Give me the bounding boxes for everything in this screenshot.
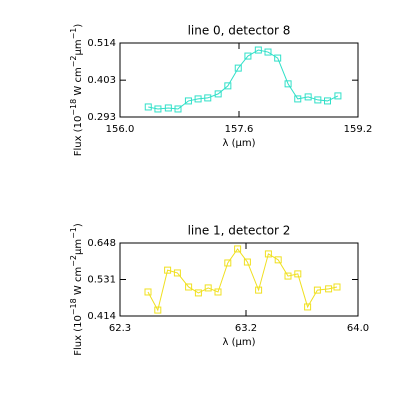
data-point [325,285,333,293]
data-point [164,266,172,274]
y-tick-label: 0.531 [87,275,116,286]
data-point [144,288,152,296]
y-tick-label: 0.414 [87,311,116,322]
y-axis-label-part: Flux (10 [73,315,84,356]
chart-title: line 0, detector 8 [188,24,291,38]
data-point [184,97,192,105]
data-point [194,95,202,103]
x-tick-label: 62.3 [109,323,131,334]
data-point [204,94,212,102]
data-point [313,286,321,294]
y-tick-label: 0.403 [87,75,116,86]
y-axis-label-part: −1 [69,227,78,239]
y-axis-label-part: ) [73,24,84,28]
data-point [333,283,341,291]
data-point [224,82,232,90]
data-point [314,96,322,104]
data-point [174,105,182,113]
y-axis-label-part: −18 [69,99,78,116]
data-line [148,49,339,110]
y-axis-label-part: −2 [69,255,78,267]
y-axis-label-part: μm [73,239,84,255]
data-point [234,245,242,253]
y-tick-label: 0.514 [87,38,116,49]
x-axis-label: λ (μm) [222,337,255,348]
x-tick-label: 157.6 [225,124,254,135]
data-point [185,283,193,291]
data-point [214,288,222,296]
data-point [254,46,262,54]
data-point [304,93,312,101]
data-point [204,284,212,292]
data-point [224,259,232,267]
data-point [154,306,162,314]
data-point [274,256,282,264]
data-point [144,103,152,111]
data-point [214,90,222,98]
x-tick-label: 63.2 [235,323,257,334]
data-point [274,54,282,62]
data-point [244,52,252,60]
data-line [147,248,338,312]
data-point [284,80,292,88]
x-tick-label: 64.0 [347,323,369,334]
data-point [173,269,181,277]
data-point [255,286,263,294]
y-axis-label: Flux (10−18 W cm−2μm−1) [69,24,84,157]
data-point [334,92,342,100]
y-tick-label: 0.293 [87,112,116,123]
y-axis-label: Flux (10−18 W cm−2μm−1) [69,223,84,356]
data-point [294,95,302,103]
y-axis-label-part: W cm [73,267,84,298]
data-point [194,289,202,297]
data-point [324,97,332,105]
x-tick-label: 159.2 [344,124,373,135]
y-axis-label-part: −2 [69,56,78,68]
plot-frame [119,242,359,317]
y-axis-label-part: μm [73,39,84,55]
data-point [294,270,302,278]
x-tick-label: 156.0 [106,124,135,135]
data-point [264,250,272,258]
data-point [264,48,272,56]
y-tick-label: 0.648 [87,238,116,249]
x-axis-label: λ (μm) [222,138,255,149]
chart-title: line 1, detector 2 [188,224,291,238]
data-point [304,303,312,311]
y-axis-label-part: −18 [69,298,78,315]
y-axis-label-part: ) [73,223,84,227]
y-axis-label-part: Flux (10 [73,116,84,157]
data-point [243,258,251,266]
y-axis-label-part: W cm [73,67,84,98]
data-point [154,105,162,113]
data-point [284,272,292,280]
data-point [164,104,172,112]
data-point [234,64,242,72]
y-axis-label-part: −1 [69,28,78,40]
